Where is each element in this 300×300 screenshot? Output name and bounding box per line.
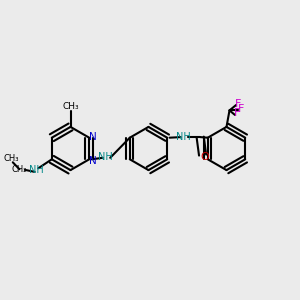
Text: N: N	[89, 155, 97, 166]
Text: CH₃: CH₃	[4, 154, 19, 163]
Text: F: F	[234, 108, 240, 118]
Text: N: N	[89, 131, 97, 142]
Text: F: F	[235, 99, 241, 109]
Text: NH: NH	[176, 131, 191, 142]
Text: CH₃: CH₃	[62, 102, 79, 111]
Text: F: F	[238, 104, 244, 114]
Text: NH: NH	[29, 165, 44, 176]
Text: CH₂: CH₂	[11, 165, 26, 174]
Text: NH: NH	[98, 152, 113, 162]
Text: O: O	[200, 152, 209, 162]
